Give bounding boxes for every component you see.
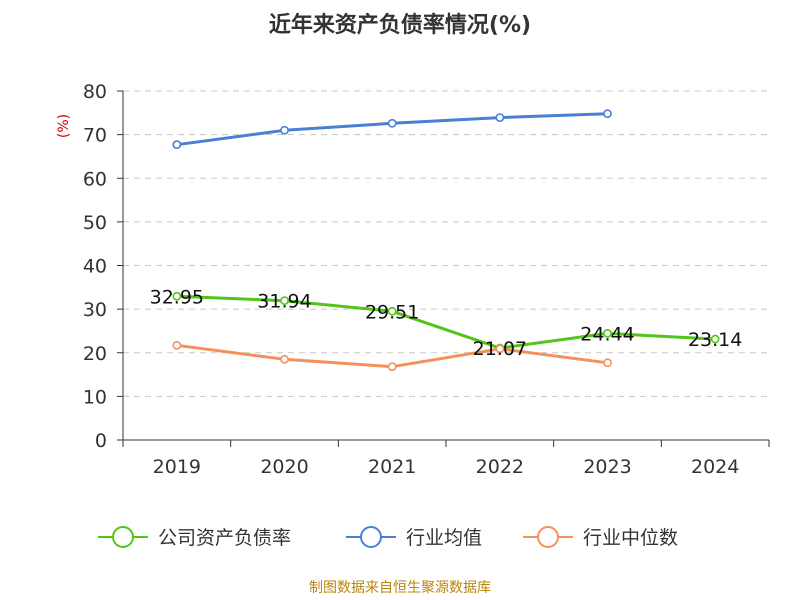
legend: 公司资产负债率 行业均值 行业中位数: [98, 526, 678, 549]
data-point: [280, 296, 289, 306]
legend-label: 公司资产负债率: [158, 527, 291, 549]
data-label: 31.94: [257, 291, 311, 313]
axes: 0 10 20 30 40 50 60 70 80 2019 2020 2021 2022 2023 202…: [83, 81, 770, 478]
legend-circle-marker: [537, 526, 559, 548]
legend-label: 行业中位数: [583, 527, 678, 549]
data-point: [172, 140, 182, 150]
x-tick-label: 2023: [583, 456, 631, 478]
y-axis-label: (%): [56, 114, 72, 138]
data-point: [280, 125, 289, 135]
legend-label: 行业均值: [406, 527, 482, 549]
x-tick-label: 2020: [260, 456, 308, 478]
data-point: [387, 362, 397, 372]
data-point: [710, 334, 720, 344]
y-tick-label: 40: [83, 256, 107, 278]
data-point: [387, 306, 397, 316]
data-point: [172, 291, 182, 301]
x-tick-label: 2022: [476, 456, 524, 478]
y-tick-label: 70: [83, 125, 107, 147]
data-label: 24.44: [580, 323, 634, 345]
data-point: [387, 118, 397, 128]
x-tick-label: 2024: [691, 456, 739, 478]
chart-title: 近年来资产负债率情况(%): [269, 12, 531, 38]
x-tick-label: 2021: [368, 456, 416, 478]
data-point: [495, 113, 505, 123]
y-tick-label: 30: [83, 299, 107, 321]
y-tick-label: 0: [95, 430, 107, 452]
x-tick-label: 2019: [153, 456, 201, 478]
data-labels: 32.95 31.94 29.51 21.07 24.44 23.14: [150, 286, 743, 360]
data-point: [603, 358, 612, 368]
data-label: 23.14: [688, 329, 742, 351]
legend-item: 行业中位数: [523, 526, 678, 549]
source-note: 制图数据来自恒生聚源数据库: [309, 580, 491, 596]
series-group: [172, 109, 720, 372]
data-point: [603, 328, 612, 338]
gridlines: [123, 90, 769, 397]
y-tick-label: 50: [83, 212, 107, 234]
legend-item: 公司资产负债率: [98, 526, 291, 549]
data-label: 32.95: [150, 286, 204, 308]
legend-item: 行业均值: [346, 526, 482, 549]
data-label: 29.51: [365, 301, 419, 323]
series-line: [176, 294, 716, 350]
data-point: [495, 344, 505, 354]
data-point: [280, 354, 289, 364]
y-tick-label: 80: [83, 81, 107, 103]
series-line: [176, 112, 608, 147]
legend-circle-marker: [360, 526, 382, 548]
y-tick-label: 60: [83, 168, 107, 190]
data-label: 21.07: [473, 338, 527, 360]
legend-circle-marker: [112, 526, 134, 548]
data-point: [172, 340, 182, 350]
y-tick-label: 20: [83, 343, 107, 365]
y-tick-label: 10: [83, 386, 107, 408]
data-point: [603, 109, 612, 119]
